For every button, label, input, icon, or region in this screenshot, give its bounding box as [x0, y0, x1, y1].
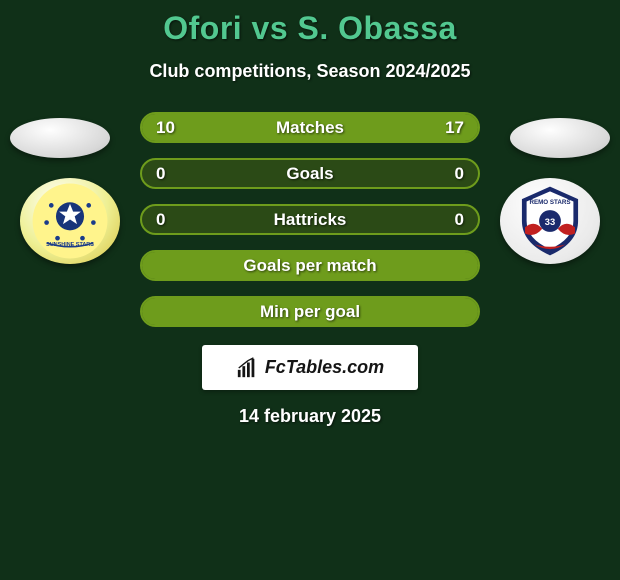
stat-label: Min per goal [142, 302, 478, 322]
svg-text:SUNSHINE STARS: SUNSHINE STARS [46, 242, 94, 248]
infographic-container: Ofori vs S. Obassa Club competitions, Se… [0, 0, 620, 427]
brand-link[interactable]: FcTables.com [202, 345, 418, 390]
remo-stars-icon: REMO STARS 33 [511, 182, 589, 260]
stat-row-goals: 0 Goals 0 [140, 158, 480, 189]
stat-right-value: 0 [440, 210, 464, 230]
subtitle: Club competitions, Season 2024/2025 [0, 61, 620, 82]
page-title: Ofori vs S. Obassa [0, 0, 620, 47]
player-avatar-right [510, 118, 610, 158]
stat-label: Hattricks [142, 210, 478, 230]
svg-text:33: 33 [545, 217, 555, 227]
brand-text: FcTables.com [265, 357, 384, 378]
stat-label: Matches [142, 118, 478, 138]
chart-icon [236, 357, 258, 379]
stat-row-min-per-goal: Min per goal [140, 296, 480, 327]
stat-label: Goals per match [142, 256, 478, 276]
stat-right-value: 17 [440, 118, 464, 138]
player-avatar-left [10, 118, 110, 158]
club-badge-left: SUNSHINE STARS [20, 178, 120, 264]
stat-row-matches: 10 Matches 17 [140, 112, 480, 143]
sunshine-stars-icon: SUNSHINE STARS [31, 182, 109, 260]
stat-label: Goals [142, 164, 478, 184]
club-badge-right: REMO STARS 33 [500, 178, 600, 264]
stat-right-value: 0 [440, 164, 464, 184]
svg-text:REMO STARS: REMO STARS [529, 199, 570, 206]
date-label: 14 february 2025 [0, 406, 620, 427]
stat-row-hattricks: 0 Hattricks 0 [140, 204, 480, 235]
stat-row-goals-per-match: Goals per match [140, 250, 480, 281]
stats-list: 10 Matches 17 0 Goals 0 0 Hattricks 0 Go… [140, 112, 480, 327]
